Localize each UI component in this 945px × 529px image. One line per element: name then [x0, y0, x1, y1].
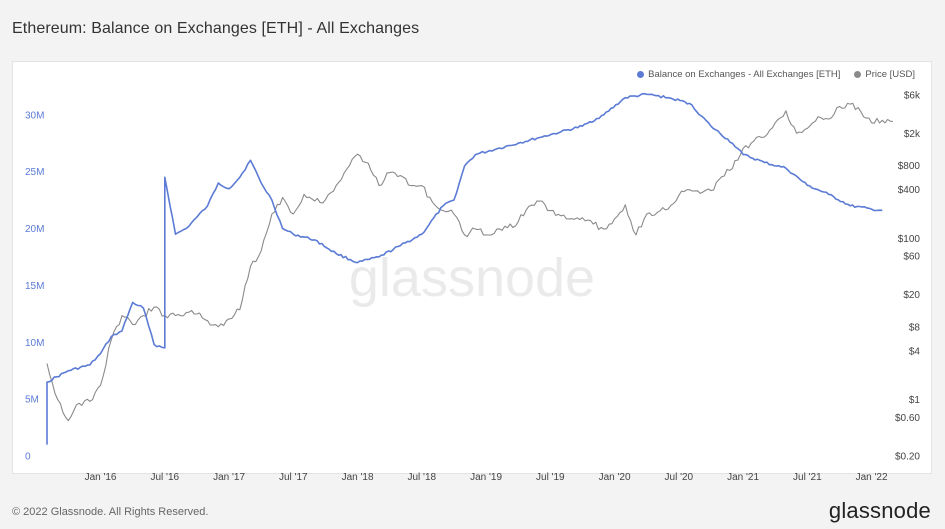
right-tick-label: $60 [903, 252, 920, 263]
legend-item-balance[interactable]: Balance on Exchanges - All Exchanges [ET… [637, 69, 840, 80]
x-tick-label: Jul '18 [408, 472, 437, 483]
chart-watermark: glassnode [349, 248, 595, 308]
x-tick-label: Jan '18 [342, 472, 374, 483]
price-series-line[interactable] [46, 102, 894, 422]
legend-label-balance: Balance on Exchanges - All Exchanges [ET… [648, 69, 841, 80]
left-tick-label: 15M [25, 281, 44, 292]
left-tick-label: 10M [25, 338, 44, 349]
left-tick-label: 0 [25, 452, 31, 463]
x-tick-label: Jan '19 [470, 472, 502, 483]
x-tick-label: Jan '22 [856, 472, 888, 483]
chart-legend: Balance on Exchanges - All Exchanges [ET… [637, 69, 915, 80]
legend-dot-balance [637, 71, 645, 78]
x-tick-label: Jul '20 [665, 472, 694, 483]
right-tick-label: $8 [909, 322, 921, 333]
x-tick-label: Jul '17 [279, 472, 308, 483]
right-tick-label: $6k [904, 90, 921, 101]
page-title: Ethereum: Balance on Exchanges [ETH] - A… [12, 20, 420, 37]
x-axis: Jan '16 Jul '16 Jan '17 Jul '17 Jan '18 Jul '… [85, 472, 888, 483]
glassnode-logo[interactable]: glassnode [828, 498, 931, 523]
x-tick-label: Jul '16 [151, 472, 180, 483]
legend-item-price[interactable]: Price [USD] [854, 69, 915, 80]
right-tick-label: $400 [898, 185, 921, 196]
right-tick-label: $0.60 [895, 413, 920, 424]
right-y-axis: $0.20 $0.60 $1 $4 $8 $20 $60 $100 $400 $800 $2k $6k [895, 90, 921, 462]
x-tick-label: Jan '16 [85, 472, 117, 483]
copyright-text: © 2022 Glassnode. All Rights Reserved. [12, 506, 209, 518]
left-tick-label: 5M [25, 395, 39, 406]
x-tick-label: Jul '19 [536, 472, 565, 483]
right-tick-label: $4 [909, 347, 921, 358]
right-tick-label: $800 [898, 161, 921, 172]
legend-dot-price [854, 71, 862, 78]
left-tick-label: 30M [25, 110, 44, 121]
balance-series-line[interactable] [46, 92, 883, 445]
legend-label-price: Price [USD] [865, 69, 915, 80]
series-layer [46, 92, 894, 445]
x-tick-label: Jan '21 [727, 472, 759, 483]
right-tick-label: $0.20 [895, 452, 920, 463]
left-y-axis: 0 5M 10M 15M 20M 25M 30M [25, 110, 44, 462]
left-tick-label: 25M [25, 167, 44, 178]
right-tick-label: $1 [909, 395, 921, 406]
x-tick-label: Jul '21 [793, 472, 822, 483]
x-tick-label: Jan '20 [599, 472, 631, 483]
right-tick-label: $2k [904, 129, 921, 140]
x-tick-label: Jan '17 [213, 472, 245, 483]
left-tick-label: 20M [25, 224, 44, 235]
right-tick-label: $20 [903, 290, 920, 301]
right-tick-label: $100 [898, 234, 921, 245]
